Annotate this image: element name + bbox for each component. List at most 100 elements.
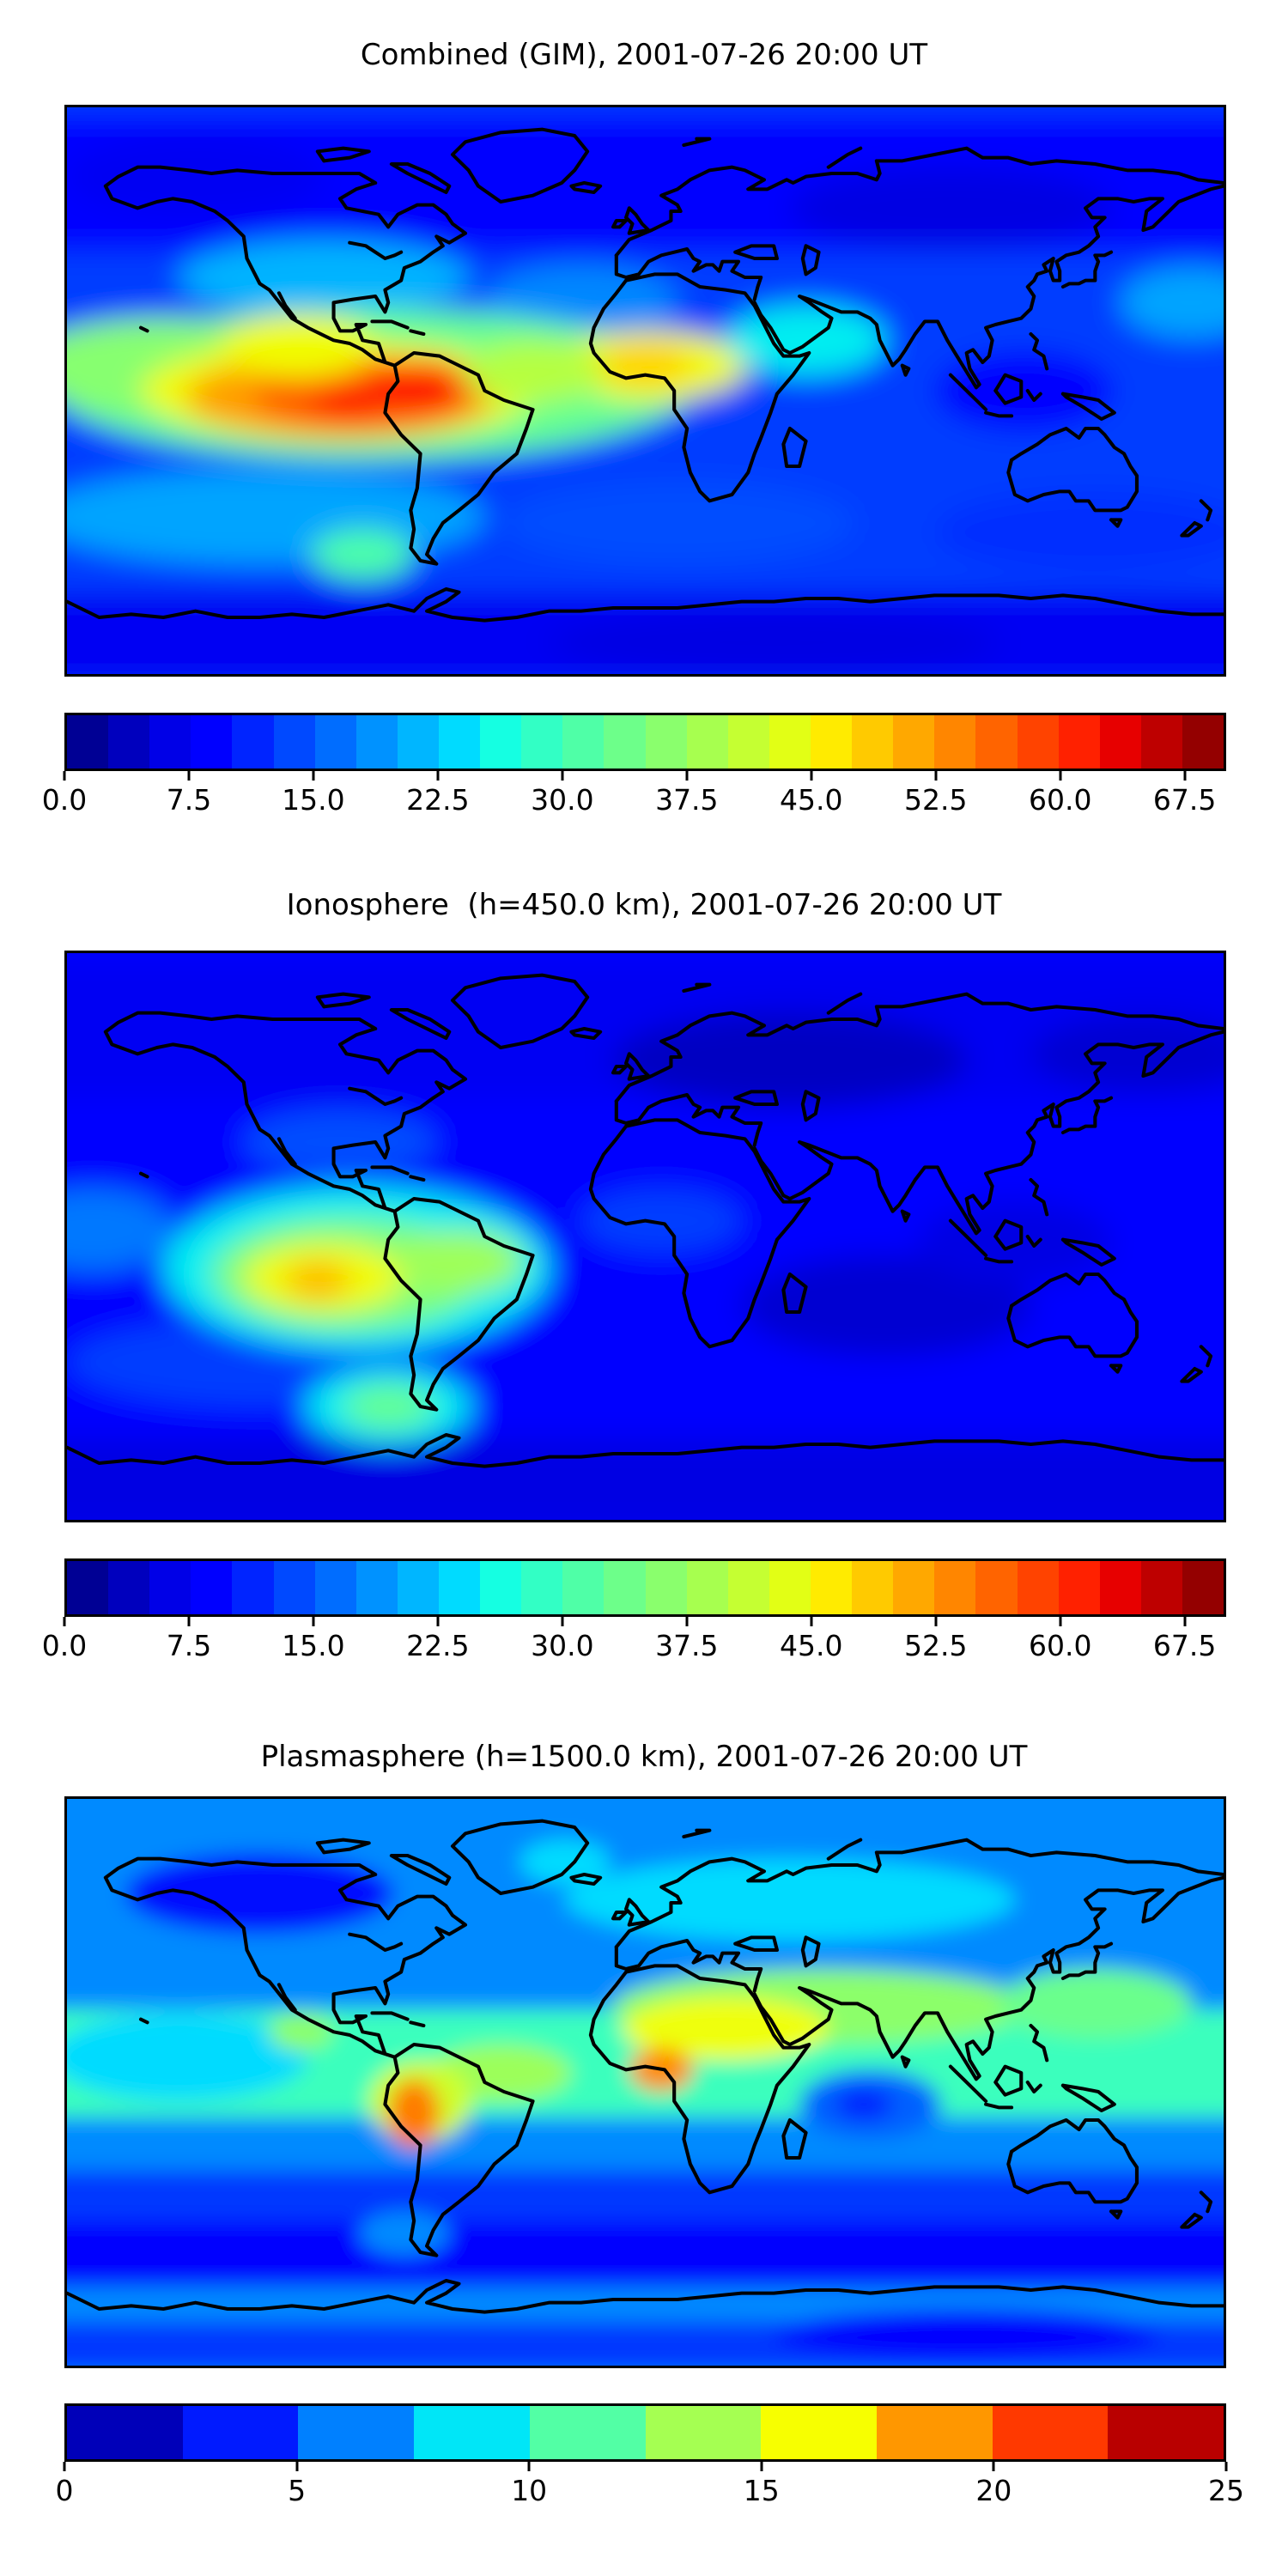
colorbar-segment [562, 715, 605, 769]
coastline-path [682, 982, 712, 993]
coastline-path [733, 1935, 779, 1953]
colorbar-tick [1183, 771, 1187, 781]
colorbar-tick [312, 1617, 315, 1626]
coastline-path [67, 1432, 1224, 1468]
field-npacific-min [1030, 1016, 1224, 1092]
colorbar-ionosphere [64, 1558, 1226, 1617]
colorbar-combined-gim [64, 713, 1226, 771]
coastline-path [569, 1872, 603, 1886]
colorbar-segment [521, 715, 563, 769]
coastlines [67, 1819, 1224, 2314]
colorbar-segment [355, 1561, 398, 1614]
coastline-path [409, 2020, 426, 2028]
tec-field [67, 107, 1224, 674]
tec-field [67, 953, 1224, 1520]
field-indian-ocean-min [741, 1255, 1031, 1357]
colorbar-tick-label: 22.5 [406, 783, 470, 817]
field-brazil-yellow [394, 1230, 524, 1293]
colorbar-segment [975, 1561, 1018, 1614]
colorbar-segment [314, 1561, 356, 1614]
field-africa-core [600, 343, 690, 388]
coastline-path [409, 1175, 426, 1182]
colorbar-segment [182, 2406, 299, 2459]
colorbar-segment [686, 1561, 728, 1614]
colorbar-tick [63, 2462, 66, 2471]
colorbar-segment [397, 1561, 439, 1614]
colorbar-tick [810, 1617, 813, 1626]
colorbar-segment [414, 2406, 530, 2459]
coastline-path [623, 1898, 651, 1927]
colorbar-labels-ionosphere: 0.0 7.5 15.0 22.5 30.0 37.5 45.0 52.5 60.0 67.5 [42, 1629, 1226, 1667]
colorbar-tick [561, 771, 564, 781]
colorbar-tick-label: 25 [1208, 2474, 1244, 2507]
colorbar-tick-label: 30.0 [531, 783, 594, 817]
colorbar-segment [727, 715, 769, 769]
colorbar-segment [645, 2406, 762, 2459]
panel-title-plasmasphere: Plasmasphere (h=1500.0 km), 2001-07-26 2… [260, 1740, 1028, 1774]
coastline-path [614, 246, 763, 301]
colorbar-segment [521, 1561, 563, 1614]
map-combined-gim [64, 105, 1226, 677]
colorbar-tick-label: 5 [288, 2474, 307, 2507]
coastline-path [450, 973, 590, 1050]
colorbar-segment [1058, 715, 1100, 769]
colorbar-segment [273, 715, 315, 769]
colorbar-segment [191, 715, 233, 769]
colorbar-segment [397, 715, 439, 769]
coastline-path [383, 350, 535, 566]
coastline-path [781, 426, 808, 469]
field-se-asia-min [918, 1201, 1112, 1284]
colorbar-segment [1140, 715, 1182, 769]
colorbar-tick-label: 67.5 [1152, 1629, 1217, 1662]
colorbar-tick [63, 771, 66, 781]
map-svg [67, 953, 1224, 1520]
colorbar-segment [992, 2406, 1109, 2459]
coastline-path [1025, 2080, 1042, 2094]
coastline-path [1006, 1272, 1139, 1358]
colorbar-tick [561, 1617, 564, 1626]
coastline-path [67, 2278, 1224, 2314]
field-indian-ocean-dip-core [835, 2088, 893, 2120]
colorbar-segment [893, 1561, 935, 1614]
colorbar-ticks-combined-gim [63, 771, 1226, 781]
coastline-path [348, 1086, 404, 1107]
colorbar-segment [934, 715, 976, 769]
field-mexico-green-spot [269, 2013, 334, 2051]
colorbar-segment [355, 715, 398, 769]
colorbar-segment [232, 1561, 274, 1614]
coastline-path [1025, 388, 1042, 403]
coastline-path [450, 1819, 590, 1896]
coastline-path [315, 992, 371, 1009]
colorbar-segment [149, 1561, 191, 1614]
field-antarctic-deep [774, 2309, 1160, 2360]
colorbar-tick-label: 0 [55, 2474, 74, 2507]
field-canada-min [125, 1852, 395, 1935]
coastline-path [800, 244, 821, 276]
field-south-midlat-blue [67, 2170, 1224, 2221]
colorbar-ticks-plasmasphere [63, 2462, 1228, 2472]
field-chile-tip-cyan [359, 2211, 450, 2256]
coastline-path [614, 1938, 763, 1993]
colorbar-plasmasphere [64, 2403, 1226, 2462]
coastline-path [623, 206, 651, 235]
field-se-asia-min [934, 349, 1115, 432]
colorbar-tick-label: 15 [743, 2474, 780, 2507]
colorbar-segment [1108, 2406, 1224, 2459]
colorbar-tick [312, 771, 315, 781]
colorbar-segment [529, 2406, 646, 2459]
field-antarctic-min [549, 611, 999, 674]
colorbar-tick [685, 1617, 689, 1626]
coastlines [67, 127, 1224, 623]
coastline-path [1109, 518, 1123, 528]
colorbar-tick [1059, 1617, 1062, 1626]
coastline-path [984, 1256, 1014, 1264]
field-alaska-arctic-min [67, 136, 325, 218]
coastline-path [752, 1875, 1224, 2081]
coastline-path [752, 1030, 1224, 1236]
coastline-path [984, 2102, 1014, 2110]
coastline-path [1109, 1364, 1123, 1374]
coastline-path [614, 1092, 763, 1147]
coastline-path [826, 1838, 863, 1861]
colorbar-segment [562, 1561, 605, 1614]
coastline-path [984, 410, 1014, 418]
